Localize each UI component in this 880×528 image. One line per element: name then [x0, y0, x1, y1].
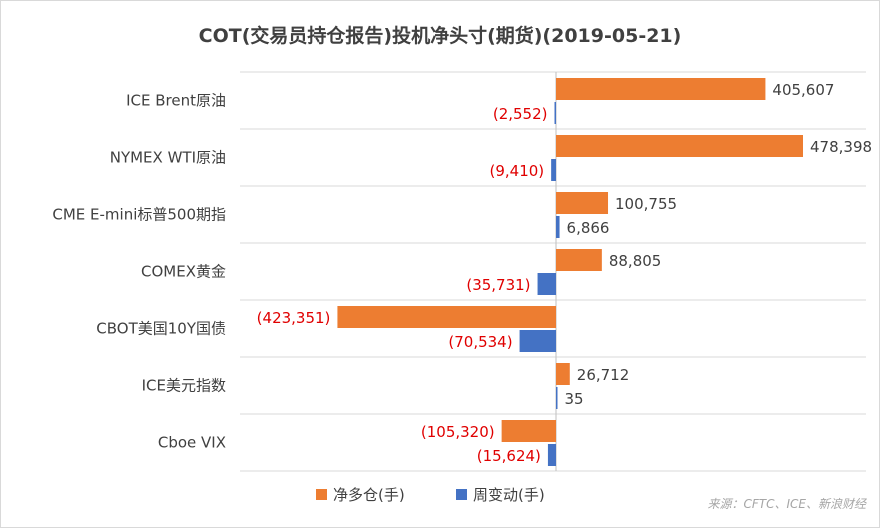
category-label: ICE美元指数: [142, 377, 226, 395]
weekly-change-bar: [547, 444, 556, 466]
weekly-change-bar: [556, 216, 560, 238]
net-long-bar: [556, 249, 602, 271]
weekly-change-bar: [554, 102, 556, 124]
weekly-change-value-label: (35,731): [466, 276, 530, 294]
category-label: ICE Brent原油: [126, 92, 226, 110]
weekly-change-value-label: (15,624): [477, 447, 541, 465]
chart-title: COT(交易员持仓报告)投机净头寸(期货)(2019-05-21): [199, 24, 682, 47]
weekly-change-bar: [519, 330, 556, 352]
category-label: CBOT美国10Y国债: [96, 320, 226, 338]
plot-area: ICE Brent原油 405,607 (2,552) NYMEX WTI原油 478,…: [52, 71, 872, 472]
legend-swatch-net-long: [316, 489, 327, 500]
net-long-bar: [501, 420, 556, 442]
weekly-change-value-label: (2,552): [493, 105, 548, 123]
net-long-bar: [556, 135, 803, 157]
net-long-bar: [556, 78, 766, 100]
net-long-bar: [337, 306, 556, 328]
net-long-value-label: 405,607: [772, 81, 834, 99]
category-label: NYMEX WTI原油: [110, 149, 226, 167]
category-label: CME E-mini标普500期指: [52, 206, 226, 224]
weekly-change-bar: [537, 273, 556, 295]
category-label: COMEX黄金: [141, 263, 226, 281]
legend-label-net-long: 净多仓(手): [333, 486, 405, 504]
category-label: Cboe VIX: [158, 434, 226, 452]
net-long-bar: [556, 192, 609, 214]
net-long-value-label: 100,755: [615, 195, 677, 213]
source-note: 来源：CFTC、ICE、新浪财经: [708, 497, 868, 511]
legend: 净多仓(手) 周变动(手): [316, 486, 545, 504]
net-long-value-label: (423,351): [257, 309, 331, 327]
weekly-change-bar: [556, 387, 558, 409]
weekly-change-bar: [551, 159, 556, 181]
net-long-value-label: (105,320): [421, 423, 495, 441]
net-long-bar: [556, 363, 570, 385]
net-long-value-label: 26,712: [577, 366, 630, 384]
net-long-value-label: 478,398: [810, 138, 872, 156]
legend-swatch-weekly-change: [456, 489, 467, 500]
weekly-change-value-label: 35: [565, 390, 584, 408]
legend-label-weekly-change: 周变动(手): [473, 486, 545, 504]
weekly-change-value-label: 6,866: [567, 219, 610, 237]
weekly-change-value-label: (70,534): [448, 333, 512, 351]
weekly-change-value-label: (9,410): [489, 162, 544, 180]
net-long-value-label: 88,805: [609, 252, 662, 270]
